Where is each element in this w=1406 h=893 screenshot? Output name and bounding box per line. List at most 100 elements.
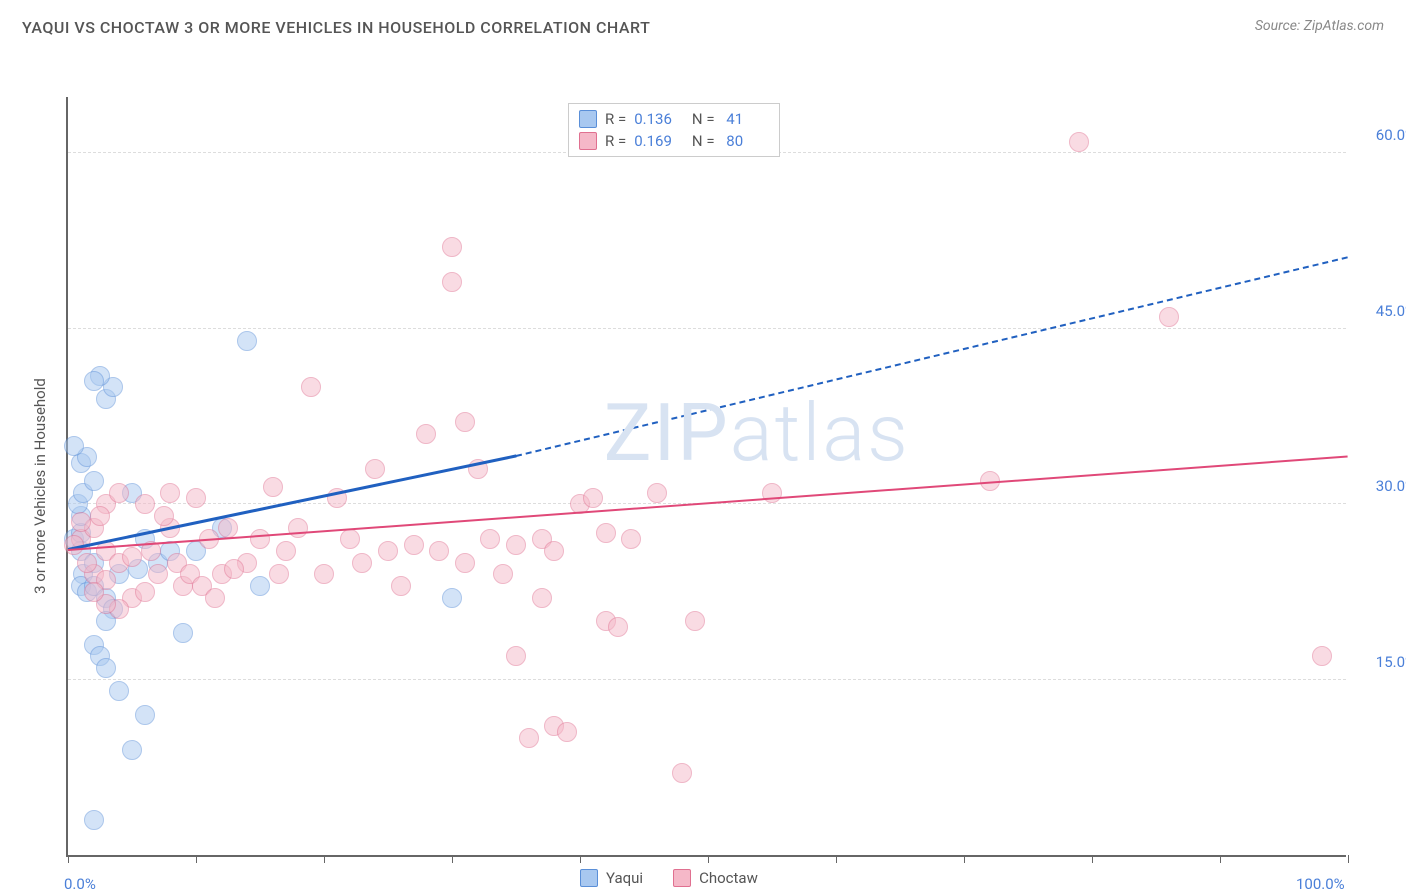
data-point (532, 588, 552, 608)
ytick-label: 30.0% (1356, 477, 1406, 495)
data-point (224, 559, 244, 579)
data-point (557, 722, 577, 742)
data-point (391, 576, 411, 596)
xtick (964, 855, 965, 863)
data-point (493, 564, 513, 584)
data-point (122, 740, 142, 760)
legend-swatch (579, 110, 597, 128)
data-point (64, 436, 84, 456)
data-point (218, 518, 238, 538)
legend-n-label: N = (688, 110, 714, 128)
xtick (196, 855, 197, 863)
data-point (442, 237, 462, 257)
legend-r-value: 0.169 (634, 132, 680, 150)
data-point (96, 658, 116, 678)
data-point (250, 576, 270, 596)
data-point (672, 763, 692, 783)
data-point (301, 377, 321, 397)
xtick (1092, 855, 1093, 863)
xtick (836, 855, 837, 863)
plot-area: 15.0%30.0%45.0%60.0% (66, 97, 1346, 857)
data-point (173, 623, 193, 643)
chart-title: YAQUI VS CHOCTAW 3 OR MORE VEHICLES IN H… (22, 18, 650, 37)
legend-swatch (579, 132, 597, 150)
xtick (708, 855, 709, 863)
data-point (205, 588, 225, 608)
data-point (160, 483, 180, 503)
legend-r-label: R = (605, 110, 626, 128)
gridline (68, 328, 1346, 329)
xtick (580, 855, 581, 863)
data-point (1312, 646, 1332, 666)
xtick (1348, 855, 1349, 863)
legend-item: Choctaw (673, 869, 758, 887)
legend-r-label: R = (605, 132, 626, 150)
data-point (544, 541, 564, 561)
data-point (506, 646, 526, 666)
data-point (455, 553, 475, 573)
data-point (685, 611, 705, 631)
data-point (269, 564, 289, 584)
data-point (84, 582, 104, 602)
data-point (378, 541, 398, 561)
legend-row: R = 0.169 N = 80 (579, 130, 769, 152)
data-point (340, 529, 360, 549)
data-point (608, 617, 628, 637)
data-point (352, 553, 372, 573)
chart-source: Source: ZipAtlas.com (1255, 18, 1384, 34)
data-point (442, 272, 462, 292)
xtick (324, 855, 325, 863)
legend-series-name: Yaqui (606, 869, 643, 887)
legend-row: R = 0.136 N = 41 (579, 108, 769, 130)
legend-n-label: N = (688, 132, 714, 150)
data-point (250, 529, 270, 549)
data-point (429, 541, 449, 561)
legend-r-value: 0.136 (634, 110, 680, 128)
data-point (84, 471, 104, 491)
xtick (68, 855, 69, 863)
trend-line (516, 257, 1348, 458)
xtick (1220, 855, 1221, 863)
data-point (314, 564, 334, 584)
data-point (109, 681, 129, 701)
data-point (455, 412, 475, 432)
legend-n-value: 80 (723, 132, 769, 150)
data-point (135, 494, 155, 514)
data-point (442, 588, 462, 608)
data-point (84, 810, 104, 830)
legend-series-name: Choctaw (699, 869, 758, 887)
chart-header: YAQUI VS CHOCTAW 3 OR MORE VEHICLES IN H… (0, 0, 1406, 45)
data-point (519, 728, 539, 748)
data-point (365, 459, 385, 479)
data-point (135, 705, 155, 725)
ytick-label: 60.0% (1356, 126, 1406, 144)
data-point (109, 483, 129, 503)
data-point (647, 483, 667, 503)
xaxis-max-label: 100.0% (1296, 875, 1345, 893)
data-point (71, 512, 91, 532)
data-point (506, 535, 526, 555)
data-point (404, 535, 424, 555)
legend-item: Yaqui (580, 869, 643, 887)
data-point (135, 582, 155, 602)
data-point (263, 477, 283, 497)
yaxis-label: 3 or more Vehicles in Household (31, 378, 49, 594)
xaxis-min-label: 0.0% (64, 875, 96, 893)
data-point (480, 529, 500, 549)
correlation-legend: R = 0.136 N = 41 R = 0.169 N = 80 (568, 103, 780, 157)
data-point (596, 523, 616, 543)
ytick-label: 15.0% (1356, 653, 1406, 671)
xtick (452, 855, 453, 863)
data-point (1159, 307, 1179, 327)
data-point (416, 424, 436, 444)
data-point (84, 371, 104, 391)
data-point (186, 488, 206, 508)
legend-n-value: 41 (723, 110, 769, 128)
legend-swatch (580, 869, 598, 887)
data-point (90, 506, 110, 526)
data-point (1069, 132, 1089, 152)
data-point (276, 541, 296, 561)
legend-swatch (673, 869, 691, 887)
data-point (621, 529, 641, 549)
ytick-label: 45.0% (1356, 302, 1406, 320)
